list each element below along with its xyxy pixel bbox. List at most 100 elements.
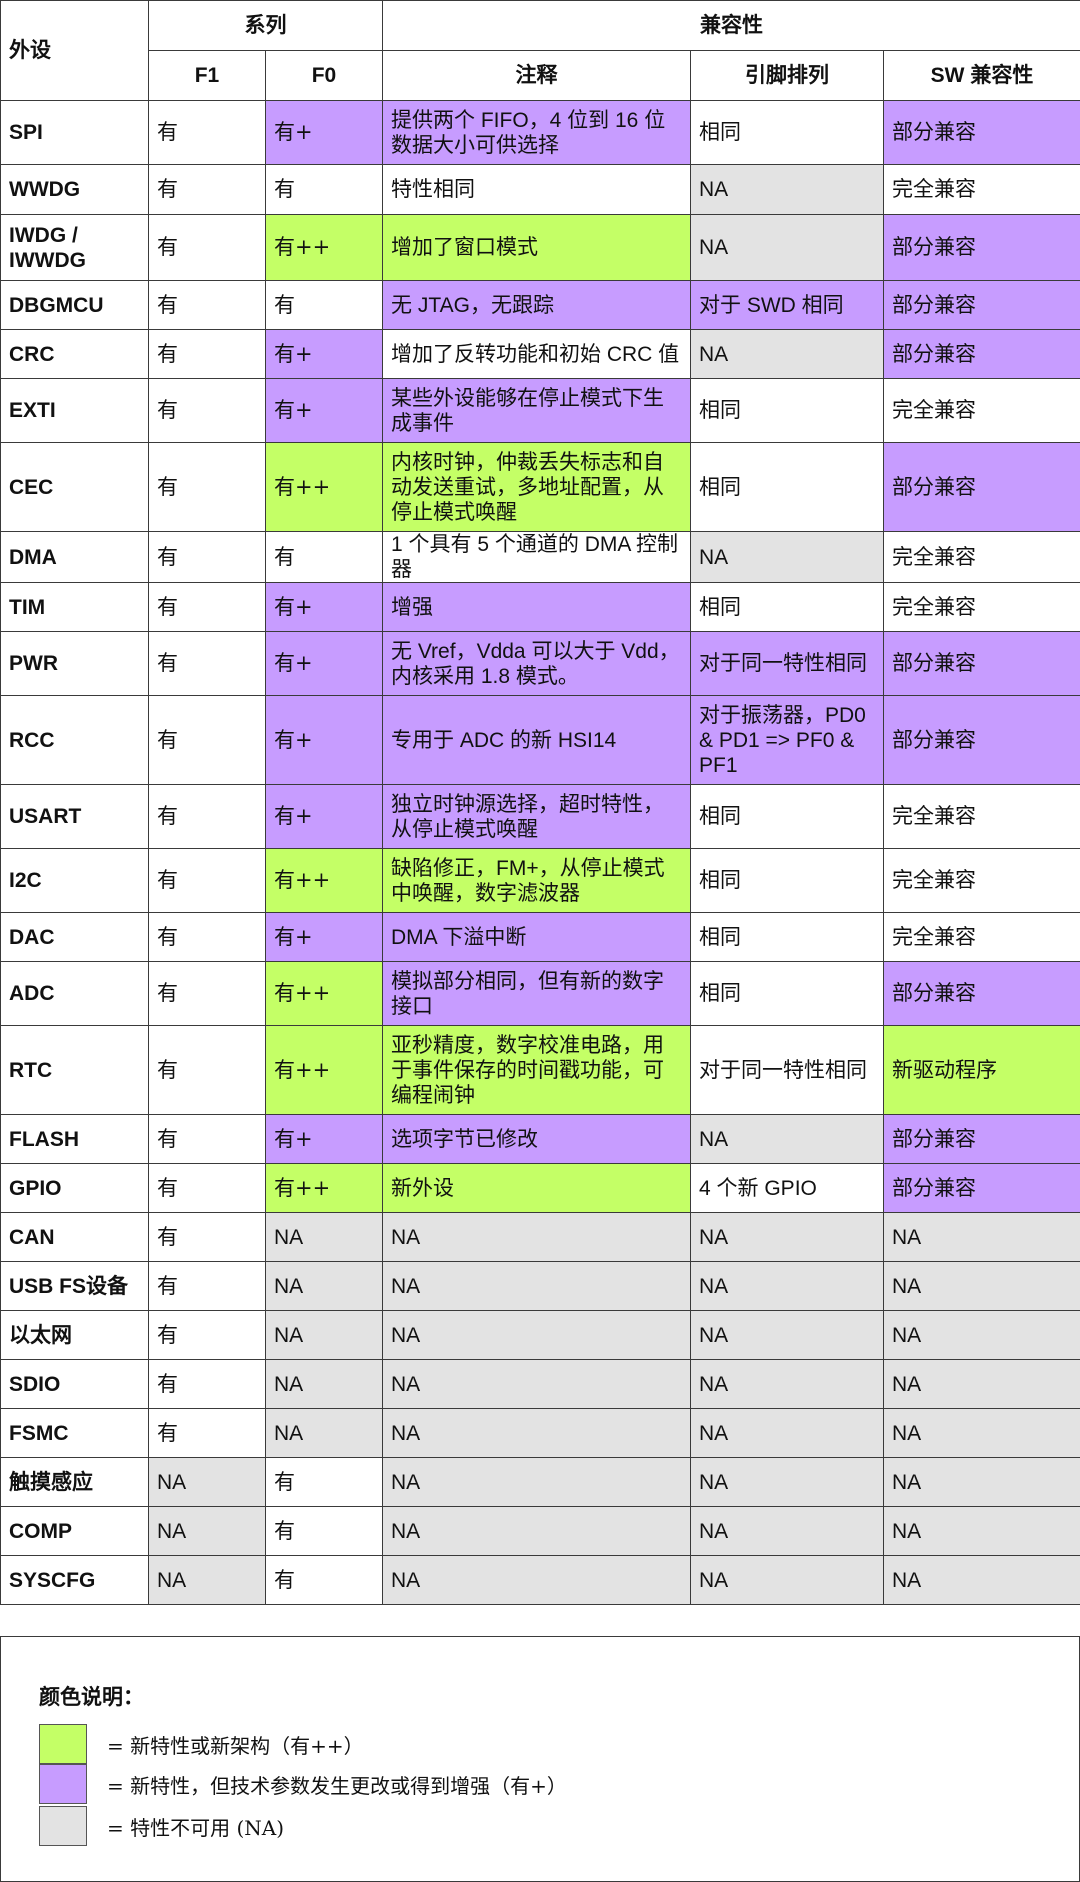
pinout-cell: 相同 <box>690 582 884 632</box>
f1-cell: NA <box>148 1506 266 1556</box>
pinout-cell: NA <box>690 329 884 379</box>
f0-cell: 有++ <box>265 961 383 1026</box>
pinout-cell: NA <box>690 531 884 583</box>
table-row: USART 有有+ 独立时钟源选择，超时特性，从停止模式唤醒 相同 完全兼容 <box>0 784 1080 849</box>
f0-cell: 有 <box>265 1457 383 1507</box>
f0-cell: NA <box>265 1212 383 1262</box>
sw-compat-cell: 完全兼容 <box>882 912 1080 962</box>
header-f1: F1 <box>148 50 266 101</box>
peripheral-cell: PWR <box>0 631 149 696</box>
pinout-cell: NA <box>690 214 884 281</box>
pinout-cell: 相同 <box>690 100 884 165</box>
peripheral-cell: 触摸感应 <box>0 1457 149 1507</box>
peripheral-cell: FSMC <box>0 1408 149 1458</box>
f1-cell: 有 <box>148 164 266 215</box>
legend-text-gray: = 特性不可用 (NA) <box>107 1815 285 1840</box>
pinout-cell: NA <box>690 1114 884 1164</box>
f1-cell: 有 <box>148 582 266 632</box>
note-cell: 提供两个 FIFO，4 位到 16 位数据大小可供选择 <box>382 100 691 165</box>
note-cell: 特性相同 <box>382 164 691 215</box>
pinout-cell: 相同 <box>690 442 884 532</box>
f1-cell: 有 <box>148 1163 266 1213</box>
table-row: TIM 有有+ 增强 相同 完全兼容 <box>0 582 1080 632</box>
legend-swatch-gray <box>39 1806 87 1846</box>
f0-cell: 有 <box>265 1555 383 1605</box>
f1-cell: 有 <box>148 378 266 443</box>
note-cell: NA <box>382 1408 691 1458</box>
table-row: USB FS设备有 NA NA NA NA <box>0 1261 1080 1311</box>
note-cell: 独立时钟源选择，超时特性，从停止模式唤醒 <box>382 784 691 849</box>
sw-compat-cell: NA <box>882 1457 1080 1507</box>
peripheral-cell: SPI <box>0 100 149 165</box>
pinout-cell: 对于同一特性相同 <box>690 631 884 696</box>
table-row: PWR 有有+ 无 Vref，Vdda 可以大于 Vdd，内核采用 1.8 模式。对… <box>0 631 1080 696</box>
f1-cell: NA <box>148 1457 266 1507</box>
f0-cell: 有+ <box>265 329 383 379</box>
sw-compat-cell: 部分兼容 <box>882 1163 1080 1213</box>
table-row: 以太网有 NA NA NA NA <box>0 1310 1080 1360</box>
f0-cell: 有+ <box>265 1114 383 1164</box>
table-row: RTC 有有++ 亚秒精度，数字校准电路，用于事件保存的时间戳功能，可编程闹钟 对于同… <box>0 1025 1080 1115</box>
table-row: GPIO 有有++ 新外设 4 个新 GPIO 部分兼容 <box>0 1163 1080 1213</box>
f0-cell: 有 <box>265 280 383 330</box>
note-cell: NA <box>382 1457 691 1507</box>
peripheral-cell: GPIO <box>0 1163 149 1213</box>
f1-cell: 有 <box>148 1261 266 1311</box>
table-row: COMP NA 有 NA NA NA <box>0 1506 1080 1556</box>
header-peripheral: 外设 <box>0 0 149 101</box>
header-note: 注释 <box>382 50 691 101</box>
color-legend: 颜色说明： = 新特性或新架构（有++） = 新特性，但技术参数发生更改或得到增… <box>0 1636 1080 1882</box>
sw-compat-cell: NA <box>882 1212 1080 1262</box>
peripheral-cell: USB FS设备 <box>0 1261 149 1311</box>
compatibility-table: 外设 系列 兼容性 F1 F0 注释 引脚排列 SW 兼容性 SPI 有有+ 提供两… <box>0 0 1080 1605</box>
note-cell: DMA 下溢中断 <box>382 912 691 962</box>
legend-item-enhanced: = 新特性，但技术参数发生更改或得到增强（有+） <box>39 1763 567 1805</box>
note-cell: 亚秒精度，数字校准电路，用于事件保存的时间戳功能，可编程闹钟 <box>382 1025 691 1115</box>
note-cell: NA <box>382 1506 691 1556</box>
table-row: DAC 有有+ DMA 下溢中断 相同 完全兼容 <box>0 912 1080 962</box>
peripheral-cell: DMA <box>0 531 149 583</box>
f1-cell: 有 <box>148 1025 266 1115</box>
sw-compat-cell: NA <box>882 1408 1080 1458</box>
pinout-cell: NA <box>690 1408 884 1458</box>
note-cell: 专用于 ADC 的新 HSI14 <box>382 695 691 785</box>
sw-compat-cell: 部分兼容 <box>882 329 1080 379</box>
peripheral-cell: CEC <box>0 442 149 532</box>
pinout-cell: 对于同一特性相同 <box>690 1025 884 1115</box>
table-row: CRC 有有+ 增加了反转功能和初始 CRC 值 NA 部分兼容 <box>0 329 1080 379</box>
sw-compat-cell: 完全兼容 <box>882 164 1080 215</box>
note-cell: NA <box>382 1212 691 1262</box>
table-row: IWDG / IWWDG 有有++ 增加了窗口模式 NA 部分兼容 <box>0 214 1080 281</box>
pinout-cell: 对于振荡器，PD0 & PD1 => PF0 & PF1 <box>690 695 884 785</box>
f0-cell: NA <box>265 1359 383 1409</box>
header-f0: F0 <box>265 50 383 101</box>
f1-cell: 有 <box>148 1212 266 1262</box>
sw-compat-cell: NA <box>882 1310 1080 1360</box>
f1-cell: 有 <box>148 1310 266 1360</box>
f0-cell: 有++ <box>265 214 383 281</box>
sw-compat-cell: 部分兼容 <box>882 280 1080 330</box>
note-cell: 模拟部分相同，但有新的数字接口 <box>382 961 691 1026</box>
sw-compat-cell: NA <box>882 1555 1080 1605</box>
f0-cell: 有+ <box>265 582 383 632</box>
note-cell: 增强 <box>382 582 691 632</box>
f1-cell: 有 <box>148 1114 266 1164</box>
peripheral-cell: DAC <box>0 912 149 962</box>
note-cell: NA <box>382 1261 691 1311</box>
pinout-cell: NA <box>690 164 884 215</box>
f1-cell: 有 <box>148 531 266 583</box>
table-row: EXTI 有有+ 某些外设能够在停止模式下生成事件 相同 完全兼容 <box>0 378 1080 443</box>
pinout-cell: 相同 <box>690 961 884 1026</box>
pinout-cell: NA <box>690 1555 884 1605</box>
f1-cell: 有 <box>148 631 266 696</box>
f1-cell: 有 <box>148 442 266 532</box>
note-cell: 某些外设能够在停止模式下生成事件 <box>382 378 691 443</box>
pinout-cell: NA <box>690 1506 884 1556</box>
sw-compat-cell: 完全兼容 <box>882 582 1080 632</box>
peripheral-cell: SYSCFG <box>0 1555 149 1605</box>
pinout-cell: 相同 <box>690 912 884 962</box>
f0-cell: 有 <box>265 531 383 583</box>
peripheral-cell: 以太网 <box>0 1310 149 1360</box>
peripheral-cell: ADC <box>0 961 149 1026</box>
peripheral-cell: USART <box>0 784 149 849</box>
